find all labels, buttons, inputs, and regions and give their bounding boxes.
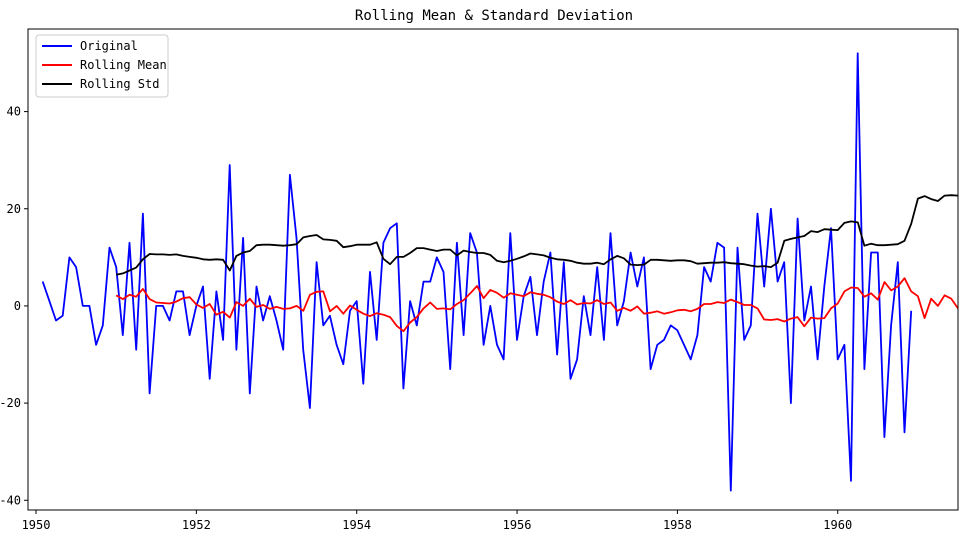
series-rolling-std-line (116, 194, 958, 276)
x-tick-label: 1956 (503, 518, 532, 532)
y-tick-label: 40 (7, 105, 21, 119)
legend-label-original: Original (80, 39, 138, 53)
y-tick-label: -20 (0, 396, 21, 410)
x-tick-label: 1960 (823, 518, 852, 532)
chart-title: Rolling Mean & Standard Deviation (355, 8, 633, 24)
y-tick-label: -40 (0, 493, 21, 507)
x-tick-label: 1954 (342, 518, 371, 532)
series-rolling-mean-line (115, 277, 958, 333)
x-tick-label: 1952 (182, 518, 211, 532)
plot-frame (27, 28, 959, 511)
x-tick-label: 1950 (22, 518, 51, 532)
legend-label-rolling-mean: Rolling Mean (80, 58, 167, 72)
legend-label-rolling-std: Rolling Std (80, 77, 159, 91)
legend: Original Rolling Mean Rolling Std (35, 34, 169, 98)
x-tick-label: 1958 (663, 518, 692, 532)
legend-box (35, 34, 169, 98)
series-layer (41, 52, 958, 492)
y-tick-label: 0 (14, 299, 21, 313)
y-tick-label: 20 (7, 202, 21, 216)
y-axis: -40 -20 0 20 40 (0, 105, 28, 507)
x-axis: 1950 1952 1954 1956 1958 1960 (22, 510, 852, 532)
